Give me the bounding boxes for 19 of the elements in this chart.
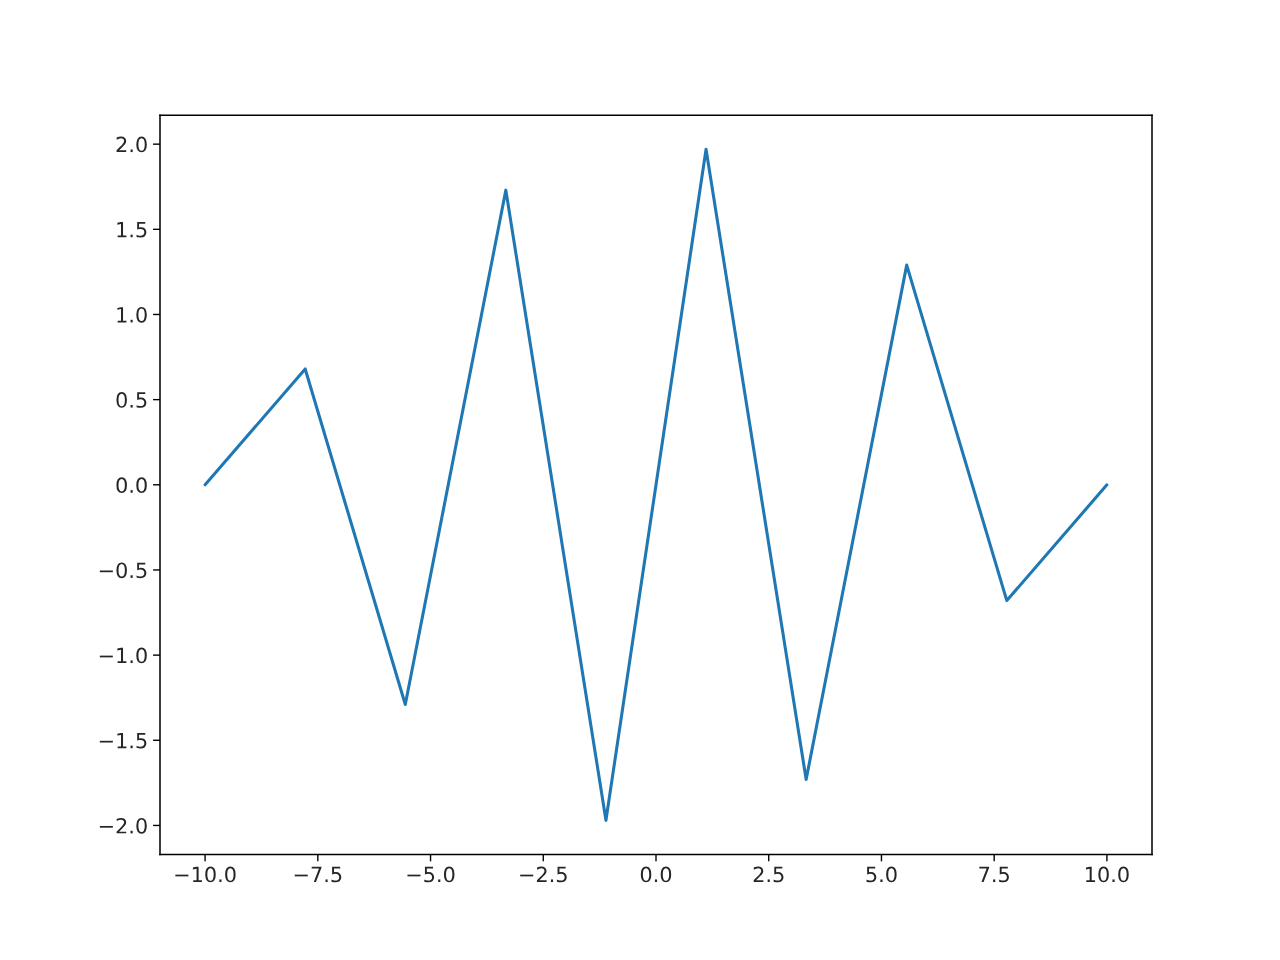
x-tick-label: −5.0 — [407, 866, 455, 883]
y-tick-label: 1.0 — [117, 306, 147, 323]
y-tick-label: 0.5 — [116, 392, 147, 408]
y-tick-label: −0.5 — [99, 562, 147, 579]
x-tick-label: −7.5 — [294, 866, 342, 883]
y-tick-label: −1.5 — [99, 733, 147, 749]
y-tick-label: −2.0 — [99, 817, 147, 834]
x-tick-label: 5.0 — [866, 866, 897, 883]
x-tick-label: 7.5 — [979, 866, 1009, 883]
y-tick-label: 0.0 — [116, 477, 147, 494]
y-tick-label: 1.5 — [117, 222, 147, 238]
x-tick-label: −2.5 — [520, 866, 567, 883]
x-tick-label: 0.0 — [640, 866, 672, 883]
line-series — [203, 147, 1109, 822]
y-tick-label: −1.0 — [99, 647, 147, 664]
x-tick-label: 2.5 — [753, 866, 784, 883]
y-tick-label: 2.0 — [116, 136, 147, 153]
x-tick-label: 10.0 — [1086, 866, 1129, 883]
x-tick-label: −10.0 — [175, 866, 236, 883]
